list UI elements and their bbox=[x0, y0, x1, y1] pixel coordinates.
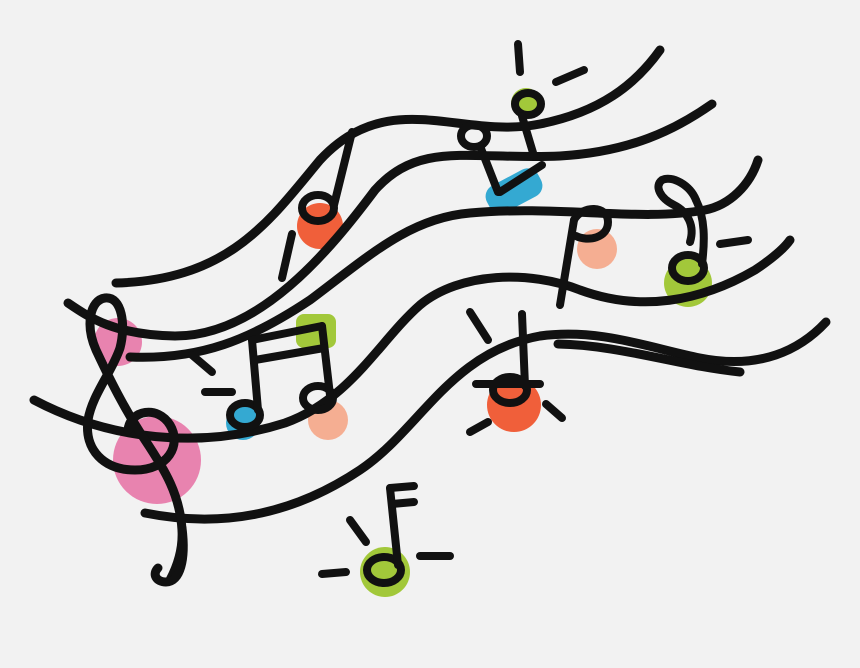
dash-mark bbox=[466, 308, 492, 344]
dash-mark bbox=[466, 418, 492, 436]
note-head-right bbox=[299, 382, 337, 414]
dash-mark bbox=[318, 568, 350, 578]
note-flag bbox=[654, 174, 700, 246]
note-head bbox=[489, 373, 531, 407]
dash-mark bbox=[552, 66, 588, 86]
note-stem bbox=[692, 196, 708, 268]
eighth-note-bottom bbox=[318, 482, 454, 587]
quarter-note-orange bbox=[466, 308, 566, 436]
dash-mark bbox=[514, 40, 524, 76]
stem-right bbox=[318, 322, 334, 399]
note-stem bbox=[476, 142, 502, 196]
note-head-2 bbox=[457, 121, 491, 151]
eighth-note-top bbox=[457, 40, 588, 196]
dash-mark bbox=[716, 236, 752, 248]
beam-top bbox=[248, 322, 326, 344]
staff-line-1 bbox=[111, 45, 665, 288]
treble-clef bbox=[83, 293, 188, 587]
dash-mark bbox=[542, 400, 566, 422]
dash-mark bbox=[188, 351, 216, 376]
staff-line-2 bbox=[63, 99, 717, 341]
note-stem bbox=[556, 216, 578, 309]
staff-line-3 bbox=[125, 155, 763, 362]
note-head bbox=[668, 251, 708, 285]
note-stem-2 bbox=[518, 112, 538, 160]
beamed-eighth-notes bbox=[188, 322, 337, 431]
staff-line-4 bbox=[29, 235, 795, 443]
note-head bbox=[511, 89, 545, 119]
dash-mark bbox=[346, 516, 370, 546]
beam-bottom bbox=[251, 344, 328, 364]
note-head bbox=[570, 205, 612, 243]
accent-teal-slash bbox=[485, 168, 543, 214]
eighth-note-right bbox=[654, 174, 752, 285]
staff-line-6 bbox=[553, 339, 745, 377]
note-flag bbox=[496, 161, 546, 196]
note-head-left bbox=[226, 399, 264, 431]
note-head bbox=[363, 553, 405, 587]
staff-line-5 bbox=[140, 317, 831, 524]
note-stem bbox=[518, 310, 529, 390]
treble-clef-stroke bbox=[83, 293, 187, 585]
treble-clef-tail bbox=[150, 523, 188, 587]
note-stem bbox=[330, 128, 356, 209]
dash-mark bbox=[278, 230, 296, 282]
eighth-note-salmon bbox=[556, 205, 612, 309]
staff-lines bbox=[29, 45, 831, 524]
eighth-note-1 bbox=[278, 128, 356, 282]
note-flag-2 bbox=[388, 498, 418, 508]
note-flag-1 bbox=[386, 482, 418, 492]
stem-left bbox=[248, 336, 262, 414]
